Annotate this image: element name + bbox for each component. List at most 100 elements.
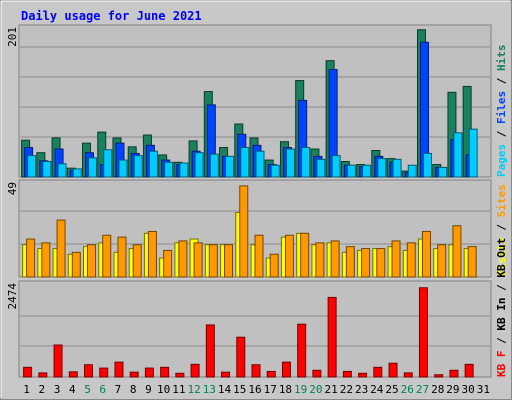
bar-face [132,244,142,278]
bar-face [41,242,51,278]
bar-face [178,240,188,278]
bar-kbytes-kb-f-day-16 [251,364,261,378]
x-tick-label-13: 13 [203,383,216,396]
bar-kbytes-kb-f-day-6 [99,367,109,378]
bar-face [53,344,63,378]
bar-kbytes-kb-f-day-19 [297,323,307,378]
bar-face [148,150,158,178]
bar-kbytes-kb-f-day-14 [221,371,231,378]
bar-visits-sites-day-28 [437,244,447,278]
x-tick-label-9: 9 [145,383,152,396]
bar-face [452,225,462,278]
bar-kbytes-kb-f-day-5 [84,364,94,378]
x-tick-label-3: 3 [54,383,61,396]
bar-visits-sites-day-14 [224,244,234,278]
bar-visits-sites-day-29 [452,225,462,278]
bar-face [453,132,463,178]
bar-face [281,361,291,378]
x-tick-label-14: 14 [218,383,232,396]
x-tick-label-11: 11 [172,383,185,396]
bar-visits-sites-day-20 [315,242,325,278]
plot-area-kbytes [18,280,492,378]
bar-hits-pages-day-2 [42,161,52,178]
bar-face [330,240,340,278]
bar-kbytes-kb-f-day-27 [418,287,428,378]
bar-face [392,158,402,178]
bar-face [391,240,401,278]
x-tick-label-29: 29 [446,383,459,396]
bar-face [56,219,66,278]
bar-kbytes-kb-f-day-23 [358,372,368,378]
bar-face [103,149,113,178]
bar-face [468,128,478,178]
x-tick-label-15: 15 [233,383,246,396]
bar-hits-pages-day-10 [164,161,174,178]
bar-face [316,158,326,178]
bar-kbytes-kb-f-day-18 [281,361,291,378]
legend-entry: Sites [495,184,508,217]
bar-face [418,287,428,378]
bar-visits-sites-day-10 [163,249,173,278]
bar-hits-pages-day-12 [194,152,204,178]
bar-face [175,372,185,378]
bar-face [434,374,444,378]
bar-face [285,148,295,178]
bar-face [464,363,474,378]
bar-visits-sites-day-24 [376,248,386,278]
bar-face [88,157,98,178]
bar-hits-pages-day-1 [27,155,37,178]
bar-face [27,155,37,178]
x-tick-label-24: 24 [370,383,384,396]
bar-face [438,166,448,178]
bar-face [133,155,143,178]
bar-face [373,366,383,378]
bar-face [221,371,231,378]
bar-kbytes-kb-f-day-24 [373,366,383,378]
legend-entry: Pages [495,144,508,177]
x-tick-label-2: 2 [39,383,46,396]
bar-face [205,324,215,378]
panel-kbytes: 2474 KB F / KB In / KB Out [6,238,508,378]
x-tick-label-16: 16 [248,383,261,396]
bar-hits-pages-day-3 [57,163,67,178]
bar-kbytes-kb-f-day-8 [129,371,139,378]
bar-face [144,367,154,378]
bar-face [71,251,81,278]
bar-kbytes-kb-f-day-21 [327,296,337,378]
bar-face [129,371,139,378]
x-tick-label-6: 6 [99,383,106,396]
bar-hits-pages-day-11 [179,162,189,178]
bar-visits-sites-day-18 [284,234,294,278]
panel-hits: 201 Pages / Files / Hits [6,24,508,178]
x-tick-label-23: 23 [355,383,368,396]
bar-hits-pages-day-18 [285,148,295,178]
bar-hits-pages-day-16 [255,150,265,178]
bar-visits-sites-day-2 [41,242,51,278]
legend-entry: Files [495,91,508,124]
bar-face [407,164,417,178]
bar-hits-pages-day-20 [316,158,326,178]
bar-visits-sites-day-16 [254,234,264,278]
bar-face [403,372,413,378]
y-max-label-kbytes: 2474 [6,283,19,310]
bar-hits-pages-day-21 [331,155,341,178]
bar-face [102,234,112,278]
bar-face [42,161,52,178]
bar-face [160,366,170,378]
x-tick-label-28: 28 [431,383,444,396]
bar-visits-sites-day-26 [406,242,416,278]
bar-face [240,147,250,178]
x-tick-label-26: 26 [401,383,414,396]
bar-face [346,164,356,178]
bar-hits-pages-day-19 [301,147,311,178]
bar-visits-sites-day-22 [345,246,355,278]
bar-visits-sites-day-13 [208,244,218,278]
bar-face [300,232,310,278]
bar-hits-pages-day-30 [468,128,478,178]
bar-face [358,372,368,378]
x-tick-label-5: 5 [84,383,91,396]
bar-hits-pages-day-8 [133,155,143,178]
chart-title: Daily usage for June 2021 [21,9,202,23]
x-tick-label-22: 22 [340,383,353,396]
